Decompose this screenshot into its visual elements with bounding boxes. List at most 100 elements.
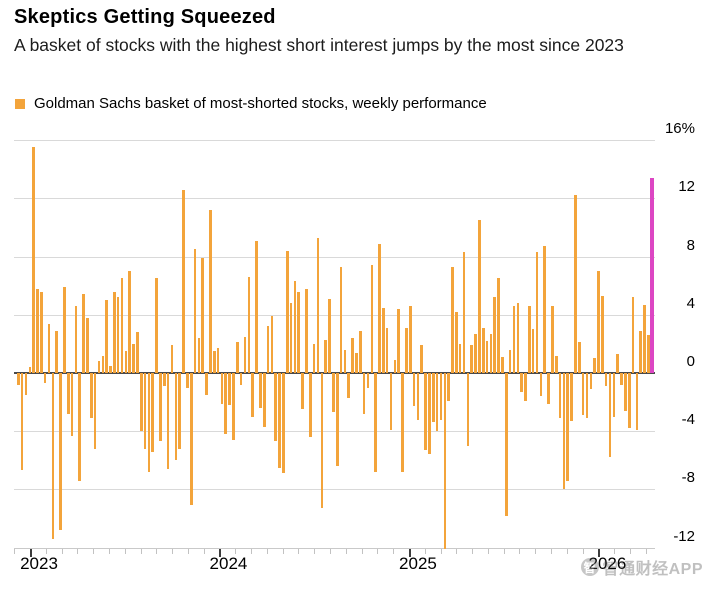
weekly-bar (262, 373, 266, 427)
x-axis-minor-tick (108, 549, 110, 554)
weekly-bar (328, 298, 331, 373)
weekly-bar (501, 356, 504, 373)
weekly-bar (166, 373, 170, 470)
weekly-bar (201, 258, 205, 373)
weekly-bar (631, 297, 635, 373)
x-axis-minor-tick (140, 549, 142, 554)
weekly-bar (597, 271, 600, 373)
watermark-logo-icon: 智 (580, 558, 599, 576)
weekly-bar (266, 326, 270, 373)
weekly-bar (101, 355, 105, 373)
weekly-bar (512, 306, 516, 373)
weekly-bar (554, 355, 558, 373)
weekly-bar (535, 252, 539, 373)
x-axis-minor-tick (251, 549, 253, 554)
weekly-bar (232, 373, 235, 440)
weekly-bar (193, 249, 197, 373)
weekly-bar (289, 303, 293, 373)
x-axis-minor-tick (156, 549, 158, 554)
weekly-bar (608, 373, 612, 458)
x-axis-year-label: 2025 (399, 554, 437, 573)
weekly-bar (577, 342, 581, 373)
weekly-bar (324, 339, 327, 373)
weekly-bar (82, 294, 85, 373)
weekly-bar (59, 373, 62, 531)
weekly-bar (528, 306, 531, 373)
weekly-bar (420, 345, 424, 373)
weekly-bar (585, 373, 589, 419)
weekly-bar (128, 271, 132, 373)
weekly-bar (17, 373, 20, 385)
weekly-bar (113, 291, 116, 373)
weekly-bar (389, 373, 393, 430)
chart-title: Skeptics Getting Squeezed (14, 6, 276, 28)
x-axis-minor-tick (298, 549, 300, 554)
weekly-bar (447, 373, 450, 401)
weekly-bar (116, 297, 120, 373)
weekly-bar (612, 373, 616, 417)
weekly-bar (543, 246, 546, 373)
weekly-bar (462, 252, 466, 373)
weekly-bar (228, 373, 231, 405)
watermark: 智 智通财经APP (580, 555, 703, 579)
x-axis-minor-tick (93, 549, 95, 554)
weekly-bar (604, 373, 608, 387)
x-axis-minor-tick (345, 549, 347, 554)
weekly-bar (186, 373, 189, 388)
x-axis-minor-tick (124, 549, 126, 554)
x-axis-minor-tick (472, 549, 474, 554)
weekly-bar (347, 373, 351, 398)
weekly-bar (224, 373, 228, 435)
weekly-bar (639, 330, 643, 373)
weekly-bar (109, 365, 112, 373)
weekly-bar (524, 373, 527, 401)
x-axis-minor-tick (361, 549, 363, 554)
weekly-bar (159, 373, 162, 442)
weekly-bar (497, 278, 500, 373)
weekly-bar (205, 373, 208, 395)
y-axis-tick-label: 4 (686, 294, 695, 312)
weekly-bar (547, 373, 550, 404)
weekly-bar (451, 266, 454, 373)
weekly-bar (251, 373, 254, 417)
x-axis-minor-tick (203, 549, 205, 554)
x-axis-minor-tick (503, 549, 505, 554)
weekly-bar (189, 373, 193, 506)
weekly-bar (147, 373, 151, 472)
weekly-bar (593, 358, 596, 373)
legend-swatch-icon (15, 98, 25, 109)
weekly-bar (93, 373, 97, 449)
weekly-bar (282, 373, 285, 474)
x-axis-minor-tick (393, 549, 395, 554)
weekly-bar (431, 373, 435, 423)
weekly-bar (259, 373, 262, 408)
y-axis-labels: 16% 12 8 4 0 -4 -8 -12 (655, 120, 699, 548)
gridline (14, 140, 655, 142)
watermark-text: 智通财经APP (602, 561, 703, 578)
x-axis-major-tick (30, 549, 32, 557)
weekly-bar (508, 349, 512, 373)
weekly-bar (635, 373, 639, 430)
x-axis-minor-tick (266, 549, 268, 554)
x-axis-minor-tick (330, 549, 331, 554)
weekly-bar (428, 373, 431, 455)
x-axis-minor-tick (487, 549, 489, 554)
x-axis-minor-tick (187, 549, 189, 554)
x-axis-minor-tick (551, 549, 553, 554)
weekly-bar (589, 373, 593, 389)
weekly-bar (32, 147, 35, 373)
weekly-bar (474, 333, 477, 373)
weekly-bar (51, 373, 55, 539)
chart-plot-area: 2023 2024 2025 2026 (14, 130, 655, 573)
x-axis-year-label: 2026 (588, 554, 627, 573)
weekly-bar (647, 335, 650, 373)
weekly-bar (143, 373, 147, 449)
weekly-bar (78, 373, 82, 481)
weekly-bar (424, 373, 427, 451)
weekly-bar (458, 343, 462, 373)
weekly-bar (401, 373, 404, 472)
weekly-bar (97, 361, 101, 373)
weekly-bar (285, 250, 289, 373)
x-axis-minor-tick (45, 549, 47, 554)
